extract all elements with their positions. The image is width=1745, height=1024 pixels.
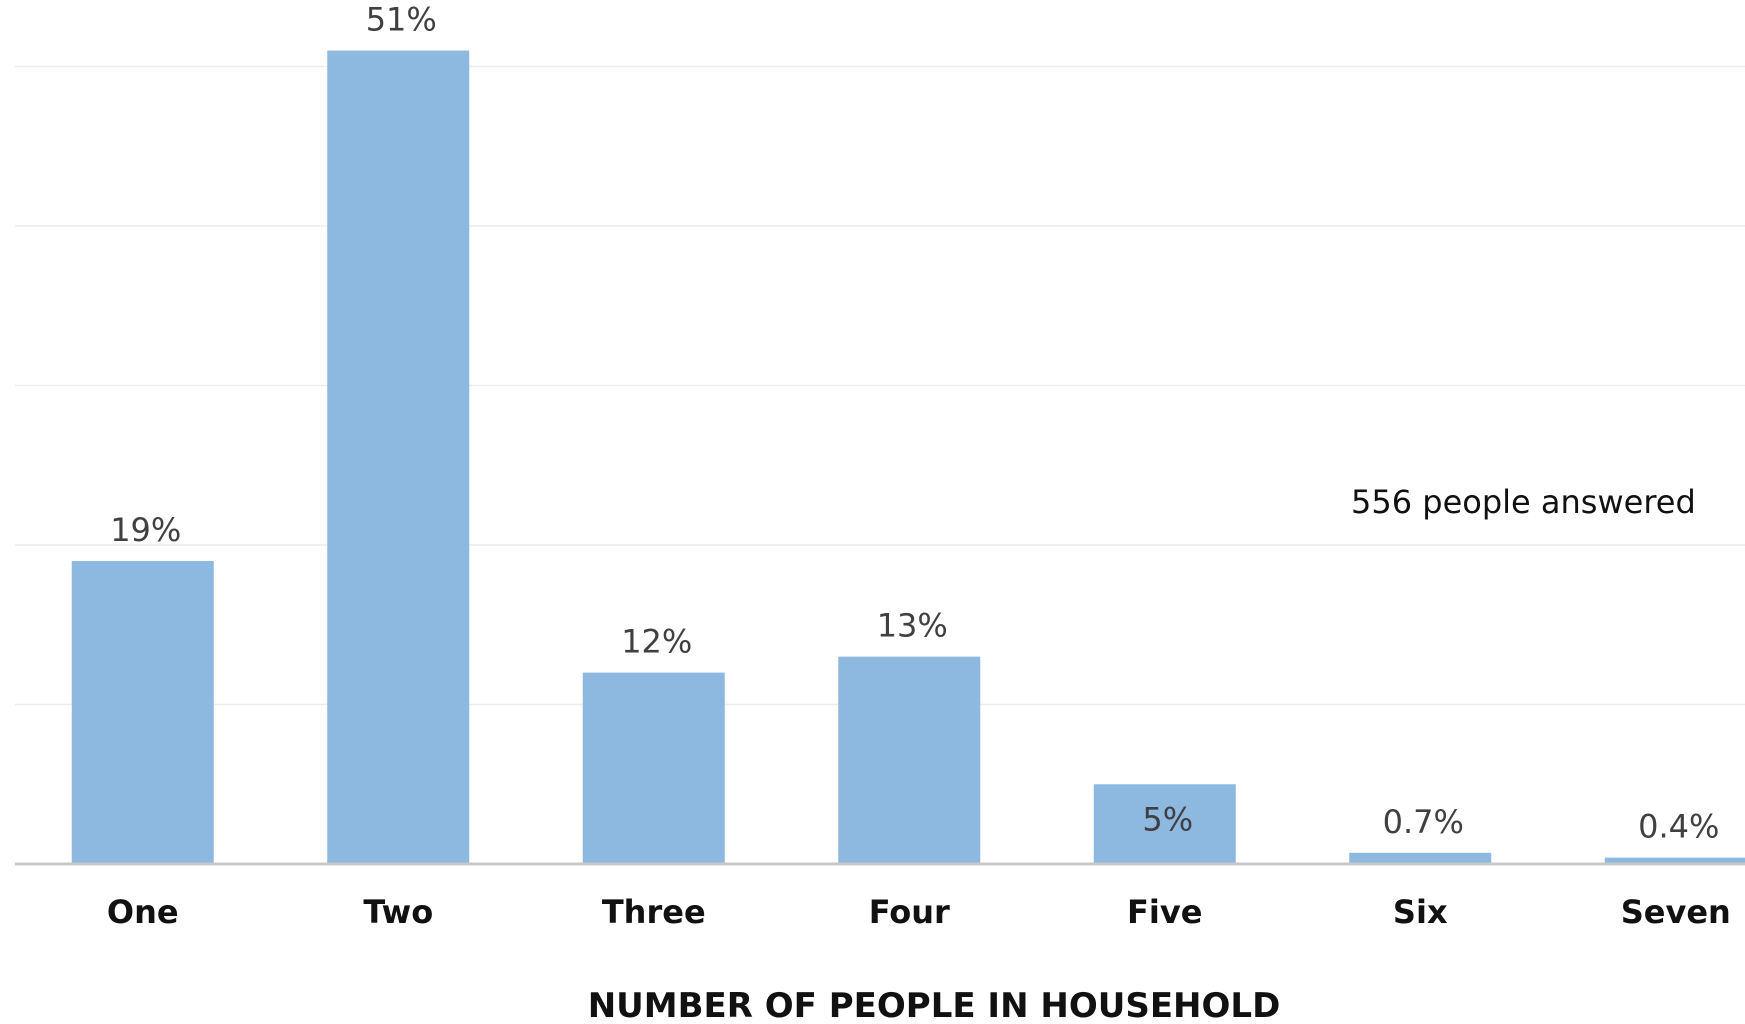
bar-three <box>582 672 725 864</box>
category-label-four: Four <box>869 893 950 931</box>
category-label-five: Five <box>1127 893 1202 931</box>
category-label-two: Two <box>363 893 433 931</box>
data-label-five: 5% <box>1142 800 1193 838</box>
bars <box>71 50 1745 865</box>
bar-four <box>838 656 981 864</box>
category-labels: One Two Three Four Five Six Seven <box>107 893 1731 931</box>
respondent-count-annotation: 556 people answered <box>1351 483 1696 521</box>
bar-one <box>71 560 214 864</box>
data-label-two: 51% <box>366 1 437 39</box>
bar-seven <box>1604 857 1745 864</box>
category-label-one: One <box>107 893 179 931</box>
data-label-six: 0.7% <box>1383 803 1464 841</box>
category-label-three: Three <box>602 893 706 931</box>
x-axis-title: NUMBER OF PEOPLE IN HOUSEHOLD <box>588 986 1281 1024</box>
bar-two <box>327 50 470 865</box>
bar-five <box>1093 784 1236 864</box>
data-label-seven: 0.4% <box>1638 808 1719 846</box>
bar-six <box>1349 852 1492 864</box>
data-label-three: 12% <box>621 623 692 661</box>
gridlines <box>15 65 1745 706</box>
data-labels: 19% 51% 12% 13% 5% 0.7% 0.4% <box>110 1 1719 846</box>
data-label-four: 13% <box>877 607 948 645</box>
category-label-seven: Seven <box>1621 893 1731 931</box>
category-label-six: Six <box>1393 893 1448 931</box>
data-label-one: 19% <box>110 511 181 549</box>
